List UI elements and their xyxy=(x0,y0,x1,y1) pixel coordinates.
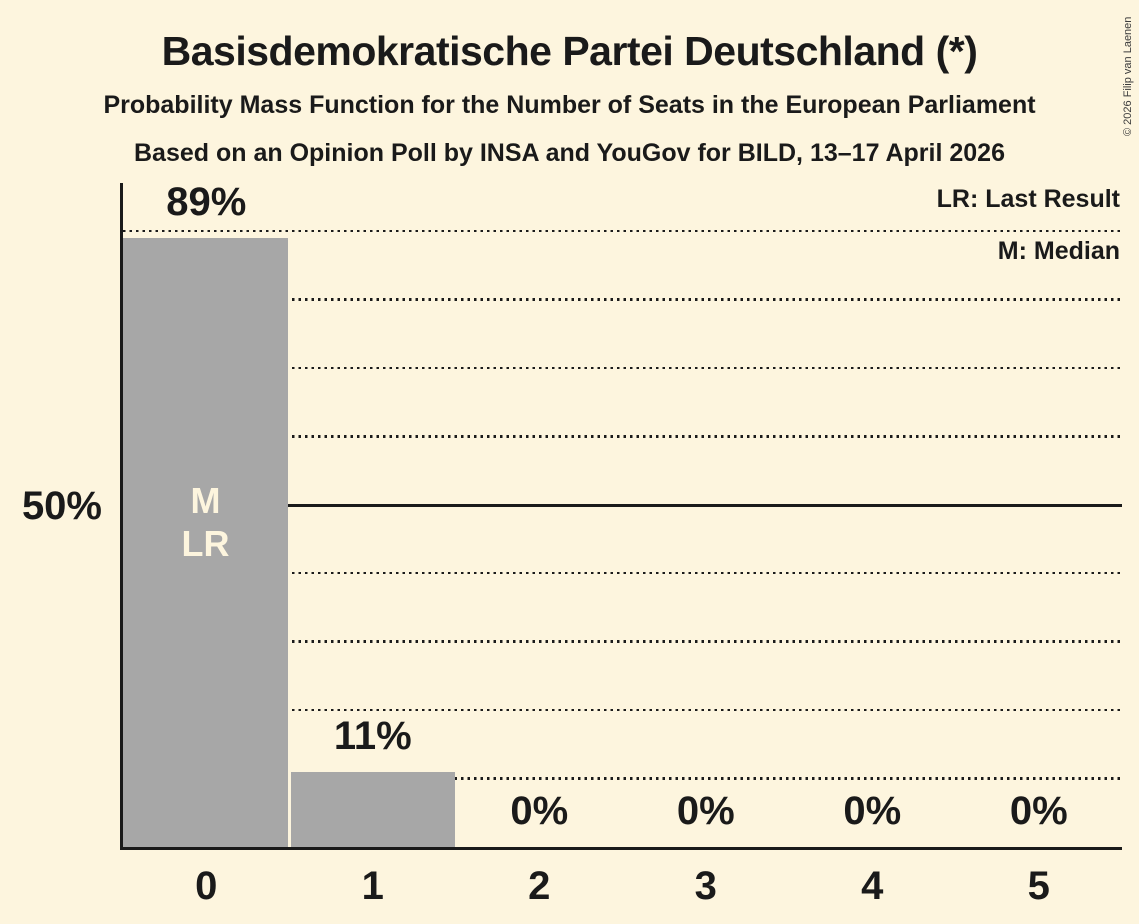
legend-last-result: LR: Last Result xyxy=(936,185,1120,213)
x-tick-label-2: 2 xyxy=(528,864,551,908)
gridline-dotted xyxy=(123,640,1122,643)
gridline-dotted xyxy=(123,298,1122,301)
plot-area: 89% 11% 0% 0% 0% 0% M LR xyxy=(120,180,1122,850)
x-axis-labels: 0 1 2 3 4 5 xyxy=(123,863,1122,913)
gridline-dotted xyxy=(123,366,1122,370)
copyright-note: © 2026 Filip van Laenen xyxy=(1122,16,1134,136)
gridline-dotted xyxy=(123,229,1122,233)
x-tick-label-5: 5 xyxy=(1027,864,1050,908)
x-tick-label-1: 1 xyxy=(361,864,384,908)
value-label-seats-0: 89% xyxy=(166,180,247,225)
value-label-seats-2: 0% xyxy=(510,789,569,833)
marker-line-lr: LR xyxy=(181,523,230,564)
marker-line-m: M xyxy=(190,480,221,521)
chart-subtitle: Probability Mass Function for the Number… xyxy=(103,91,1036,119)
x-tick-label-0: 0 xyxy=(195,864,218,908)
value-label-seats-3: 0% xyxy=(676,789,735,833)
x-tick-label-4: 4 xyxy=(861,864,884,908)
bar-seats-1 xyxy=(291,771,455,847)
value-label-seats-5: 0% xyxy=(1009,789,1068,833)
median-last-result-marker: M LR xyxy=(123,479,288,565)
x-tick-label-3: 3 xyxy=(694,864,717,908)
gridline-dotted xyxy=(123,571,1122,575)
page-title: Basisdemokratische Partei Deutschland (*… xyxy=(161,28,978,74)
gridline-dotted xyxy=(123,708,1122,712)
value-label-seats-1: 11% xyxy=(333,713,412,758)
gridline-dotted xyxy=(123,777,1122,780)
gridline-solid-50pct xyxy=(123,503,1122,507)
gridline-dotted xyxy=(123,435,1122,438)
legend-median: M: Median xyxy=(997,237,1120,265)
poll-info-subtitle: Based on an Opinion Poll by INSA and You… xyxy=(133,139,1005,167)
bar-seats-0 xyxy=(123,238,288,847)
y-axis-tick-label: 50% xyxy=(21,484,102,528)
value-label-seats-4: 0% xyxy=(843,789,902,833)
